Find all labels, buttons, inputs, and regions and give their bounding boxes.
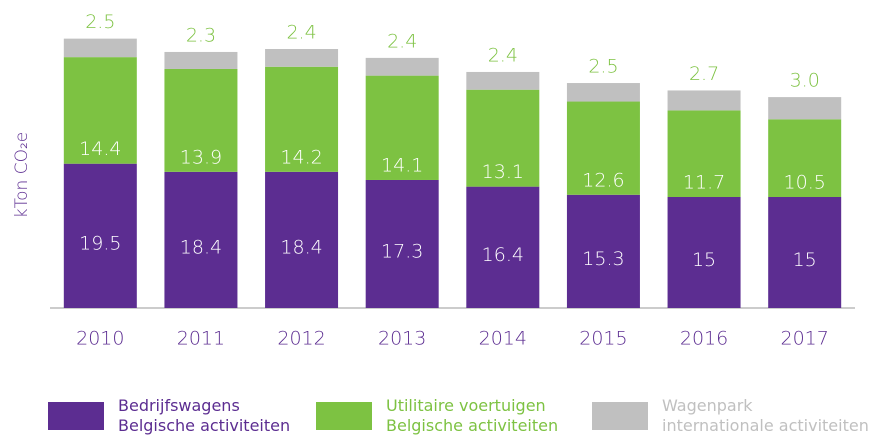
legend-swatch <box>48 402 104 430</box>
bar-segment <box>265 171 339 308</box>
value-label: 2.5 <box>588 56 618 78</box>
x-tick-label: 2012 <box>277 328 325 350</box>
bar-segment <box>63 38 137 58</box>
bar-segment <box>768 97 842 120</box>
bar-segment <box>265 49 339 67</box>
x-tick-label: 2016 <box>680 328 728 350</box>
value-label: 15.3 <box>582 248 624 270</box>
value-label: 2.7 <box>689 63 719 85</box>
bar-segment <box>164 171 238 308</box>
bar-segment <box>63 57 137 164</box>
value-label: 2.4 <box>286 22 316 44</box>
bar-segment <box>667 197 741 308</box>
value-label: 10.5 <box>784 172 826 194</box>
bar-segment <box>365 75 439 180</box>
value-label: 2.4 <box>387 30 417 52</box>
bar-segment <box>365 57 439 76</box>
bar-segment <box>63 163 137 308</box>
bar-segment <box>566 101 640 195</box>
value-label: 15 <box>692 249 716 271</box>
bar-segment <box>768 197 842 308</box>
legend-label: Utilitaire voertuigen Belgische activite… <box>386 396 559 435</box>
value-label: 3.0 <box>790 70 820 92</box>
value-label: 2.3 <box>186 24 216 46</box>
bar-segment <box>466 186 540 308</box>
bar-segment <box>667 110 741 197</box>
bar-segment <box>667 90 741 111</box>
x-tick-label: 2014 <box>479 328 527 350</box>
legend-swatch <box>316 402 372 430</box>
y-axis-label: kTon CO₂e <box>12 132 32 218</box>
x-tick-label: 2010 <box>76 328 124 350</box>
legend-label: Bedrijfswagens Belgische activiteiten <box>118 396 291 435</box>
legend-label: Wagenpark internationale activiteiten <box>662 396 869 435</box>
bar-segment <box>164 51 238 69</box>
legend-swatch <box>592 402 648 430</box>
bar-segment <box>365 179 439 308</box>
value-label: 15 <box>793 249 817 271</box>
value-label: 14.2 <box>280 146 322 168</box>
value-label: 16.4 <box>482 244 524 266</box>
bar-segment <box>768 119 842 197</box>
value-label: 17.3 <box>381 240 423 262</box>
bar-segment <box>265 66 339 172</box>
value-label: 11.7 <box>683 172 725 194</box>
value-label: 2.5 <box>85 11 115 33</box>
bar-segment <box>566 194 640 308</box>
bar-segment <box>164 68 238 172</box>
value-label: 14.1 <box>381 154 423 176</box>
value-label: 14.4 <box>79 138 121 160</box>
value-label: 18.4 <box>280 236 322 258</box>
value-label: 2.4 <box>488 44 518 66</box>
value-label: 18.4 <box>180 236 222 258</box>
bar-segment <box>566 83 640 102</box>
x-tick-label: 2017 <box>781 328 829 350</box>
x-tick-label: 2013 <box>378 328 426 350</box>
bar-segment <box>466 89 540 187</box>
value-label: 13.9 <box>180 146 222 168</box>
x-tick-label: 2015 <box>579 328 627 350</box>
value-label: 13.1 <box>482 161 524 183</box>
x-tick-label: 2011 <box>177 328 225 350</box>
value-label: 19.5 <box>79 232 121 254</box>
bar-segment <box>466 71 540 90</box>
value-label: 12.6 <box>582 169 624 191</box>
